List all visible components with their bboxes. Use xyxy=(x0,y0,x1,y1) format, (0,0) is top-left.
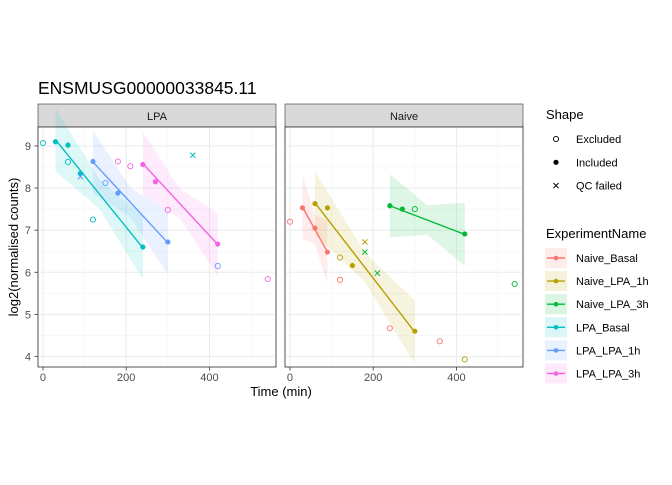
chart-title: ENSMUSG00000033845.11 xyxy=(38,78,257,98)
data-point-excluded xyxy=(164,206,171,213)
data-point-included xyxy=(349,262,356,269)
data-point-included xyxy=(324,249,331,255)
points-lpa xyxy=(39,139,271,283)
x-tick-label: 0 xyxy=(287,372,293,384)
data-point-excluded xyxy=(264,275,271,283)
data-point-excluded xyxy=(102,179,109,187)
data-point-excluded xyxy=(64,158,72,165)
data-point-excluded xyxy=(336,254,343,261)
data-point-included xyxy=(412,328,418,334)
data-point-included xyxy=(77,170,84,176)
shape-legend-items: Excluded Included QC failed xyxy=(552,134,622,193)
legend-key-point xyxy=(553,325,559,330)
data-point-included xyxy=(52,139,59,145)
x-tick-label: 200 xyxy=(117,372,135,384)
data-point-qc-failed xyxy=(189,152,196,159)
legend-label: LPA_LPA_3h xyxy=(576,369,640,381)
color-legend-items: Naive_Basal Naive_LPA_1h Naive_LPA_3h LPA_B… xyxy=(545,248,649,384)
data-point-excluded xyxy=(214,262,221,269)
legend-label: QC failed xyxy=(576,181,622,193)
data-point-included xyxy=(399,206,405,212)
data-point-excluded xyxy=(39,139,47,147)
x-tick-label: 0 xyxy=(40,372,46,384)
panel-lpa: LPA xyxy=(37,103,277,368)
data-point-qc-failed xyxy=(361,249,368,256)
data-point-included xyxy=(553,159,559,165)
panel-naive: Naive xyxy=(284,103,524,368)
x-tick-label: 200 xyxy=(364,372,382,384)
fit-line xyxy=(314,202,416,333)
panel-border-naive xyxy=(284,126,524,368)
y-tick-label: 6 xyxy=(25,267,31,279)
legend-label: Excluded xyxy=(576,134,621,146)
legend-key-point xyxy=(553,278,559,284)
legend-label: Naive_Basal xyxy=(576,253,638,265)
data-point-included xyxy=(65,142,71,148)
data-point-excluded xyxy=(436,338,443,345)
data-point-included xyxy=(462,231,468,237)
x-tick-label: 400 xyxy=(200,372,218,384)
color-legend-title: ExperimentName xyxy=(546,226,646,241)
legend-label: Naive_LPA_3h xyxy=(576,299,649,311)
data-point-qc-failed xyxy=(374,270,381,277)
data-point-qc-failed xyxy=(553,182,559,189)
data-point-qc-failed xyxy=(361,238,368,245)
data-point-included xyxy=(312,201,318,207)
data-point-excluded xyxy=(89,216,96,223)
fit-lines-lpa xyxy=(54,139,219,249)
legend-label: Naive_LPA_1h xyxy=(576,276,649,288)
legend-key-point xyxy=(553,255,559,261)
data-point-excluded xyxy=(114,158,121,165)
legend-label: LPA_LPA_1h xyxy=(576,345,640,357)
shape-legend-title: Shape xyxy=(546,107,584,122)
data-point-included xyxy=(152,179,158,185)
data-point-included xyxy=(312,225,318,231)
y-tick-label: 5 xyxy=(25,309,31,321)
panel-border-lpa xyxy=(37,126,277,368)
data-point-excluded xyxy=(461,356,468,363)
y-tick-label: 4 xyxy=(25,351,31,363)
data-point-qc-failed xyxy=(77,173,84,180)
data-point-included xyxy=(90,158,96,165)
x-axis-label: Time (min) xyxy=(250,384,312,399)
y-axis-label: log2(normalised counts) xyxy=(6,178,21,317)
points-naive xyxy=(286,201,518,363)
data-point-included xyxy=(140,244,146,250)
data-point-included xyxy=(115,190,121,196)
data-point-included xyxy=(299,205,306,211)
grid-naive xyxy=(285,127,523,367)
fit-line xyxy=(142,163,219,245)
data-point-included xyxy=(387,203,393,209)
axes: 4 5 6 7 8 9 0 200 400 0 200 400 xyxy=(25,141,466,384)
data-point-excluded xyxy=(286,218,294,225)
legend-label: Included xyxy=(576,157,618,169)
data-point-included xyxy=(140,161,146,168)
y-tick-label: 7 xyxy=(25,225,31,237)
legend-key-point xyxy=(553,348,559,353)
data-point-excluded xyxy=(127,163,134,170)
legend-label: LPA_Basal xyxy=(576,322,630,334)
data-point-excluded xyxy=(511,281,518,288)
y-tick-label: 9 xyxy=(25,141,31,153)
fit-line xyxy=(54,139,144,249)
legend-key-point xyxy=(553,301,559,307)
data-point-excluded xyxy=(552,135,560,143)
data-point-excluded xyxy=(336,276,343,283)
data-point-excluded xyxy=(386,325,393,332)
data-point-included xyxy=(165,239,171,245)
fit-line xyxy=(92,161,169,244)
data-point-included xyxy=(215,241,221,247)
data-point-included xyxy=(324,205,331,211)
y-tick-label: 8 xyxy=(25,183,31,195)
facet-label-naive: Naive xyxy=(390,111,418,123)
data-point-excluded xyxy=(411,206,418,213)
legend: Shape Excluded Included QC failed Experime… xyxy=(545,107,649,384)
facet-label-lpa: LPA xyxy=(147,111,168,123)
x-tick-label: 400 xyxy=(447,372,465,384)
legend-key-point xyxy=(553,371,559,376)
